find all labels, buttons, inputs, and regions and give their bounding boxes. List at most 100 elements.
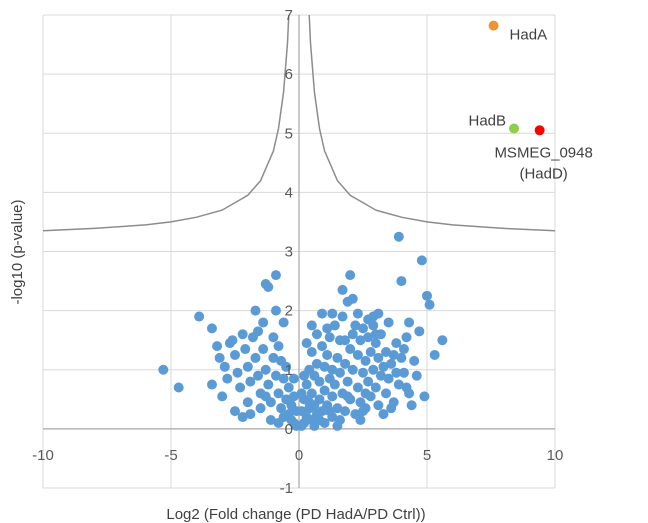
data-point [263,281,274,292]
label-hadb: HadB [469,113,507,130]
data-point [273,341,284,352]
data-point [219,361,230,372]
data-point [194,311,205,322]
data-point [347,329,358,340]
data-point [334,367,345,378]
data-point [355,415,366,426]
data-point [230,349,240,360]
y-tick-label: 2 [285,303,293,320]
highlight-point-hadb [509,123,520,134]
data-point [424,299,435,310]
data-point [311,358,322,369]
data-point [273,388,284,399]
data-point [340,335,351,346]
data-point [391,367,402,378]
data-point [276,403,287,414]
y-tick-label: 5 [285,125,293,142]
y-tick-label: -1 [280,480,293,497]
data-point [340,358,351,369]
data-point [337,284,348,295]
data-point [363,376,374,387]
data-point [278,373,289,384]
data-point [217,391,228,402]
data-point [327,391,338,402]
data-point [381,347,392,358]
data-point [212,341,223,352]
data-point [263,379,274,390]
label-hadd: (HadD) [519,165,567,182]
data-point [319,361,330,372]
data-point [373,400,384,411]
data-point [358,323,368,334]
data-point [242,361,253,372]
data-point [245,376,256,387]
data-point [278,317,289,328]
data-point [237,329,248,340]
data-point [250,352,261,363]
data-point [306,320,317,331]
data-point [350,320,361,331]
data-point [375,370,386,381]
data-point [222,373,233,384]
data-point [265,415,276,426]
x-tick-labels: -10 -5 0 5 10 [32,447,563,464]
data-point [317,341,328,352]
data-point [301,338,312,349]
data-point [398,344,409,355]
data-point [437,335,448,346]
data-point [253,370,264,381]
label-hada: HadA [510,27,548,44]
data-point [206,379,217,390]
data-point [355,335,366,346]
y-tick-label: 4 [285,184,293,201]
data-point [391,338,402,349]
data-point [314,415,325,426]
data-point [347,364,358,375]
data-point [253,326,264,337]
data-point [370,338,381,349]
data-point [299,370,310,381]
y-tick-label: 6 [285,66,293,83]
data-point [322,323,333,334]
data-point [283,382,294,393]
data-point [332,352,343,363]
data-point [258,317,269,328]
data-point [237,412,248,423]
data-point [224,338,235,349]
data-point [422,290,432,301]
data-point [396,276,407,287]
data-point [406,400,417,411]
data-point [386,358,397,369]
data-point [314,394,325,405]
data-point [378,409,389,420]
data-point [319,385,330,396]
data-point [332,420,343,431]
data-point [414,326,425,337]
x-tick-label: 10 [547,447,564,464]
data-point [365,347,376,358]
data-point [342,376,353,387]
highlighted-points: HadA HadB MSMEG_0948 (HadD) [469,20,593,182]
data-point [368,364,379,375]
data-point [281,361,292,372]
data-point [398,367,409,378]
data-point [327,364,338,375]
data-point [258,344,269,355]
data-points [158,231,448,431]
data-point [429,349,440,360]
data-point [268,352,279,363]
data-point [404,317,415,328]
data-point [352,308,363,319]
highlight-point-hada [488,20,499,31]
data-point [235,382,246,393]
data-point [345,270,356,281]
data-point [329,320,340,331]
data-point [214,352,225,363]
data-point [332,403,343,414]
data-point [370,329,381,340]
data-point [158,364,169,375]
data-point [296,388,307,399]
data-point [411,370,422,381]
data-point [270,270,281,281]
